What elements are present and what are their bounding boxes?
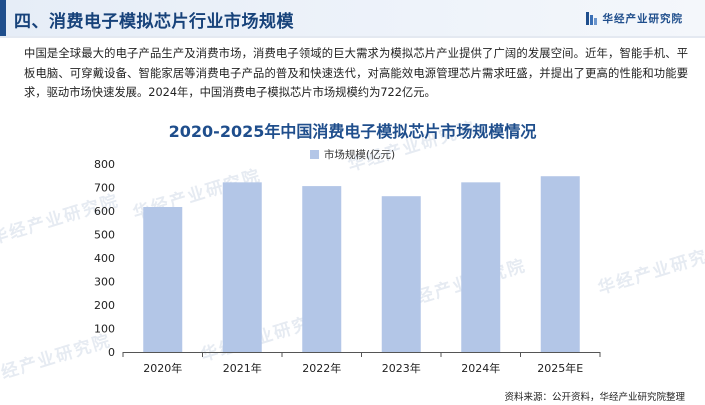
y-tick-label: 400 [94, 252, 115, 265]
bar [461, 182, 501, 352]
brand: 华经产业研究院 [585, 11, 684, 26]
chart-legend: 市场规模(亿元) [0, 147, 705, 162]
section-title: 四、消费电子模拟芯片行业市场规模 [14, 12, 294, 32]
bar [222, 182, 262, 352]
bar [381, 196, 421, 352]
bar [143, 207, 183, 352]
x-axis-labels: 2020年 2021年 2022年 2023年 2024年 2025年E [143, 361, 583, 375]
y-tick-label: 600 [94, 205, 115, 218]
y-tick-label: 0 [108, 346, 115, 359]
x-tick-label: 2023年 [382, 361, 421, 375]
bar [540, 176, 580, 352]
source-note: 资料来源：公开资料，华经产业研究院整理 [504, 392, 685, 403]
x-axis-ticks [122, 352, 601, 357]
y-axis-labels: 0 100 200 300 400 500 600 700 800 [94, 158, 115, 359]
y-tick-label: 300 [94, 276, 115, 289]
y-tick-label: 500 [94, 229, 115, 242]
header-accent [0, 0, 6, 36]
y-tick-label: 700 [94, 182, 115, 195]
header-divider [0, 36, 705, 38]
y-tick-label: 800 [94, 158, 115, 171]
chart-title: 2020-2025年中国消费电子模拟芯片市场规模情况 [168, 122, 537, 141]
legend-label: 市场规模(亿元) [323, 149, 396, 161]
x-tick-label: 2025年E [537, 361, 583, 375]
brand-name: 华经产业研究院 [602, 13, 683, 25]
x-tick-label: 2020年 [143, 361, 182, 375]
x-tick-label: 2022年 [302, 361, 341, 375]
legend-swatch [309, 150, 319, 159]
x-tick-label: 2021年 [223, 361, 262, 375]
bars [143, 176, 580, 352]
y-tick-label: 200 [94, 299, 115, 312]
intro-paragraph: 中国是全球最大的电子产品生产及消费市场，消费电子领域的巨大需求为模拟芯片产业提供… [24, 47, 688, 99]
x-tick-label: 2024年 [461, 361, 500, 375]
y-tick-label: 100 [94, 323, 115, 336]
bar [302, 186, 342, 352]
brand-logo-icon [585, 12, 597, 25]
